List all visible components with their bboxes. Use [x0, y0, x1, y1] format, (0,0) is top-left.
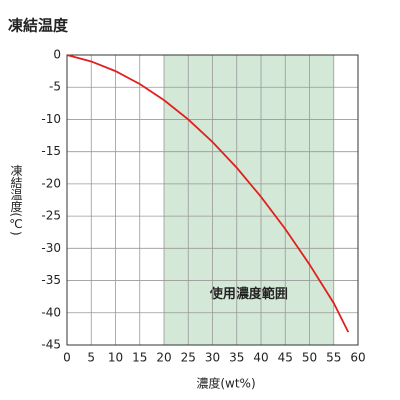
- x-tick-label: 5: [87, 351, 95, 365]
- y-tick-label: -25: [41, 209, 61, 223]
- x-tick-label: 10: [108, 351, 123, 365]
- y-tick-label: -45: [41, 338, 61, 352]
- shaded-range: [164, 55, 334, 345]
- y-axis-label: 凍結温度(℃): [9, 164, 23, 236]
- y-tick-label: -15: [41, 144, 61, 158]
- x-tick-label: 0: [63, 351, 71, 365]
- x-tick-label: 45: [278, 351, 293, 365]
- x-tick-label: 40: [253, 351, 268, 365]
- x-tick-label: 20: [156, 351, 171, 365]
- x-tick-label: 60: [350, 351, 365, 365]
- chart-title: 凍結温度: [8, 17, 69, 35]
- line: [66, 54, 350, 333]
- y-tick-label: 0: [53, 48, 61, 62]
- y-tick-label: -5: [49, 80, 61, 94]
- x-tick-label: 50: [302, 351, 317, 365]
- plot-frame: [66, 54, 359, 346]
- y-tick-label: -20: [41, 176, 61, 190]
- x-tick-label: 25: [181, 351, 196, 365]
- x-tick-label: 55: [326, 351, 341, 365]
- y-tick-label: -35: [41, 273, 61, 287]
- x-tick-label: 30: [205, 351, 220, 365]
- y-tick-label: -40: [41, 305, 61, 319]
- x-axis-label: 濃度(wt%): [196, 376, 255, 391]
- shaded-range-label: 使用濃度範囲: [209, 286, 288, 302]
- y-tick-label: -30: [41, 241, 61, 255]
- x-tick-label: 15: [132, 351, 147, 365]
- y-tick-label: -10: [41, 112, 61, 126]
- x-tick-label: 35: [229, 351, 244, 365]
